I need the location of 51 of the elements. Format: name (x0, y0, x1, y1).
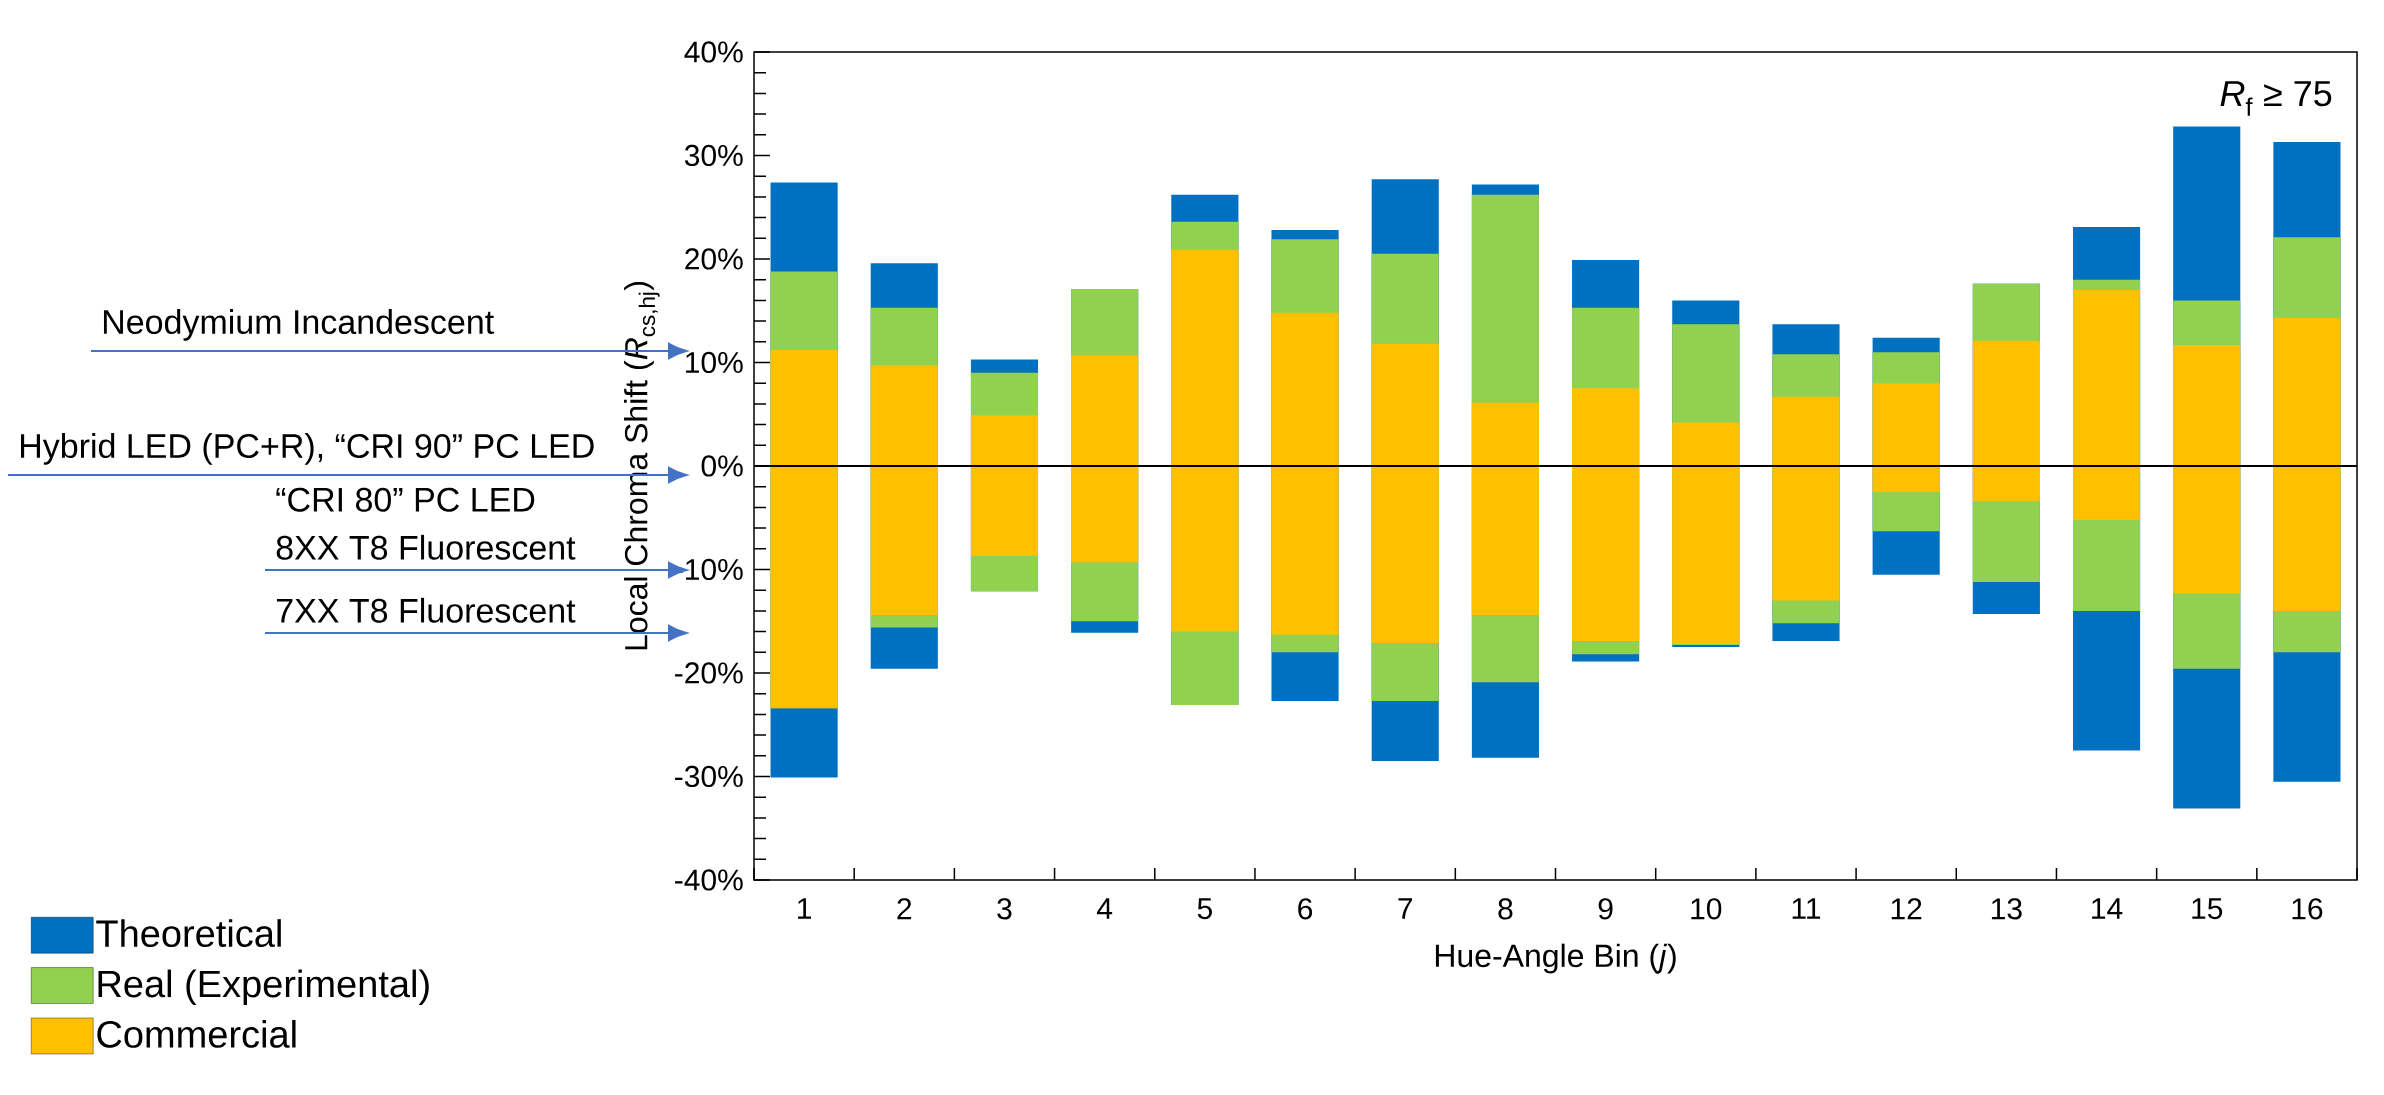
bar (1672, 422, 1740, 645)
bar (2273, 317, 2341, 611)
bar (1972, 340, 2040, 502)
text: “CRI 80” PC LED (276, 487, 535, 512)
y-tick-label: 40% (684, 41, 743, 63)
x-tick-label: 8 (1498, 898, 1513, 920)
y-tick-label: -30% (675, 765, 743, 788)
x-tick-label: 7 (1398, 898, 1413, 919)
bar (1772, 396, 1840, 601)
bar (2072, 290, 2141, 520)
bar (1171, 249, 1239, 632)
text: 8XX T8 Fluorescent (276, 534, 576, 560)
y-tick-label: -10% (675, 558, 743, 581)
text: 7XX T8 Fluorescent (276, 597, 576, 623)
y-tick-label: 0% (701, 455, 743, 477)
x-tick-label: 3 (997, 898, 1012, 920)
bar (1371, 343, 1439, 643)
x-tick-label: 12 (1891, 898, 1922, 920)
bar (970, 415, 1039, 557)
y-tick-label: -20% (675, 662, 743, 684)
x-tick-label: 10 (1691, 898, 1722, 920)
x-tick-label: 15 (2192, 898, 2223, 920)
annotation: R$_{f}$ ≥ 75 (2220, 81, 2332, 116)
bar (1271, 312, 1339, 635)
x-tick-label: 1 (798, 898, 811, 919)
x-tick-label: 13 (1991, 898, 2022, 920)
y-tick-label: -40% (675, 869, 743, 891)
bar (2173, 344, 2241, 594)
legend-label: Real (Experimental) (98, 969, 429, 1005)
legend-label: Commercial (97, 1019, 296, 1048)
bar (1572, 388, 1640, 641)
bar (1872, 383, 1940, 492)
x-tick-label: 6 (1298, 898, 1313, 920)
x-tick-label: 4 (1097, 898, 1113, 919)
bar (870, 365, 938, 616)
bar (770, 350, 838, 709)
x-tick-label: 16 (2292, 898, 2323, 920)
text: Neodymium Incandescent (103, 309, 494, 341)
y-tick-label: 20% (685, 248, 743, 270)
y-tick-label: 10% (686, 351, 743, 374)
bar (1071, 355, 1139, 563)
text: Hybrid LED (PC+R), “CRI 90” PC LED (20, 433, 594, 465)
x-tick-label: 11 (1792, 898, 1821, 919)
x-tick-label: 2 (897, 898, 912, 920)
bar (1471, 402, 1539, 616)
x-tick-label: 14 (2092, 898, 2123, 919)
x-axis-title: Hue-Angle Bin (j) (1435, 943, 1676, 974)
legend-label: Theoretical (96, 919, 281, 948)
y-tick-label: 30% (684, 144, 743, 167)
x-tick-label: 9 (1598, 898, 1613, 920)
x-tick-label: 5 (1197, 898, 1212, 920)
